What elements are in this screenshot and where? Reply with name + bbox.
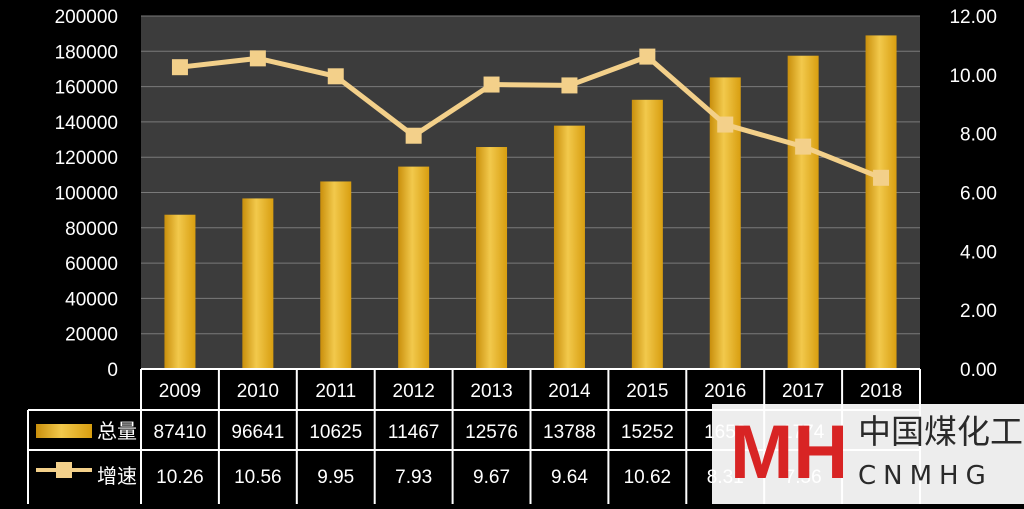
watermark-chinese-text: 中国煤化工 xyxy=(858,412,1023,451)
y-left-tick-label: 100000 xyxy=(55,184,118,205)
table-cell: 13788 xyxy=(543,422,596,443)
table-cell: 87410 xyxy=(154,422,207,443)
y-left-tick-label: 0 xyxy=(107,360,118,381)
y-right-tick-label: 2.00 xyxy=(960,301,997,322)
y-right-tick-label: 12.00 xyxy=(949,7,997,28)
x-category-label: 2017 xyxy=(782,381,824,402)
bar xyxy=(164,214,196,369)
line-marker xyxy=(717,116,734,133)
growth-line xyxy=(179,54,882,181)
bar xyxy=(320,181,352,369)
x-category-label: 2012 xyxy=(393,381,435,402)
y-left-tick-label: 40000 xyxy=(65,289,118,310)
y-left-tick-label: 120000 xyxy=(55,148,118,169)
watermark-monogram: MH xyxy=(730,410,848,495)
bar-series xyxy=(164,35,897,370)
bar xyxy=(476,147,508,369)
line-marker xyxy=(249,50,266,67)
legend-label: 总量 xyxy=(97,420,137,443)
bar xyxy=(865,35,897,369)
line-marker xyxy=(639,48,656,65)
watermark-logo: MH 中国煤化工 CNMHG xyxy=(712,404,1024,504)
table-cell: 7.93 xyxy=(395,467,432,488)
x-category-label: 2010 xyxy=(237,381,279,402)
line-series xyxy=(171,48,890,186)
y-left-tick-label: 180000 xyxy=(55,42,118,63)
x-category-label: 2018 xyxy=(860,381,902,402)
line-marker xyxy=(561,77,578,94)
table-cell: 10625 xyxy=(309,422,362,443)
table-cell: 12576 xyxy=(465,422,518,443)
bar xyxy=(242,198,274,369)
table-cell: 9.67 xyxy=(473,467,510,488)
y-left-tick-label: 160000 xyxy=(55,78,118,99)
table-cell: 96641 xyxy=(231,422,284,443)
x-category-label: 2011 xyxy=(315,381,356,402)
bar xyxy=(787,55,819,370)
line-marker xyxy=(405,127,422,144)
y-left-tick-label: 140000 xyxy=(55,113,118,134)
line-marker xyxy=(171,59,188,76)
table-cell: 10.62 xyxy=(624,467,672,488)
y-left-tick-label: 80000 xyxy=(65,219,118,240)
x-category-label: 2015 xyxy=(626,381,668,402)
legend-label: 增速 xyxy=(97,465,137,488)
bar xyxy=(553,125,585,369)
table-cell: 11467 xyxy=(388,422,439,443)
x-category-label: 2013 xyxy=(470,381,512,402)
line-marker xyxy=(795,138,812,155)
x-category-label: 2014 xyxy=(548,381,591,402)
y-right-tick-label: 4.00 xyxy=(960,242,997,263)
y-right-tick-label: 0.00 xyxy=(960,360,997,381)
legend-bar-key xyxy=(36,424,92,438)
y-right-tick-label: 8.00 xyxy=(960,125,997,146)
y-right-tick-label: 6.00 xyxy=(960,184,997,205)
table-cell: 10.26 xyxy=(156,467,204,488)
watermark-english-text: CNMHG xyxy=(858,461,993,491)
table-cell: 10.56 xyxy=(234,467,282,488)
y-right-tick-label: 10.00 xyxy=(949,66,997,87)
x-category-label: 2009 xyxy=(159,381,201,402)
line-marker xyxy=(483,76,500,93)
watermark-backdrop xyxy=(712,404,1024,504)
y-left-tick-label: 20000 xyxy=(65,325,118,346)
line-marker xyxy=(327,68,344,85)
x-category-label: 2016 xyxy=(704,381,746,402)
legend-line-marker xyxy=(56,462,72,478)
y-left-tick-label: 60000 xyxy=(65,254,118,275)
y-left-tick-label: 200000 xyxy=(55,7,118,28)
table-cell: 9.64 xyxy=(551,467,588,488)
line-marker xyxy=(873,169,890,186)
table-cell: 15252 xyxy=(621,422,674,443)
table-cell: 9.95 xyxy=(317,467,354,488)
axes: 0 20000 40000 60000 80000 100000 120000 140000 1… xyxy=(55,7,997,381)
bar xyxy=(631,99,663,369)
bar xyxy=(398,166,430,369)
